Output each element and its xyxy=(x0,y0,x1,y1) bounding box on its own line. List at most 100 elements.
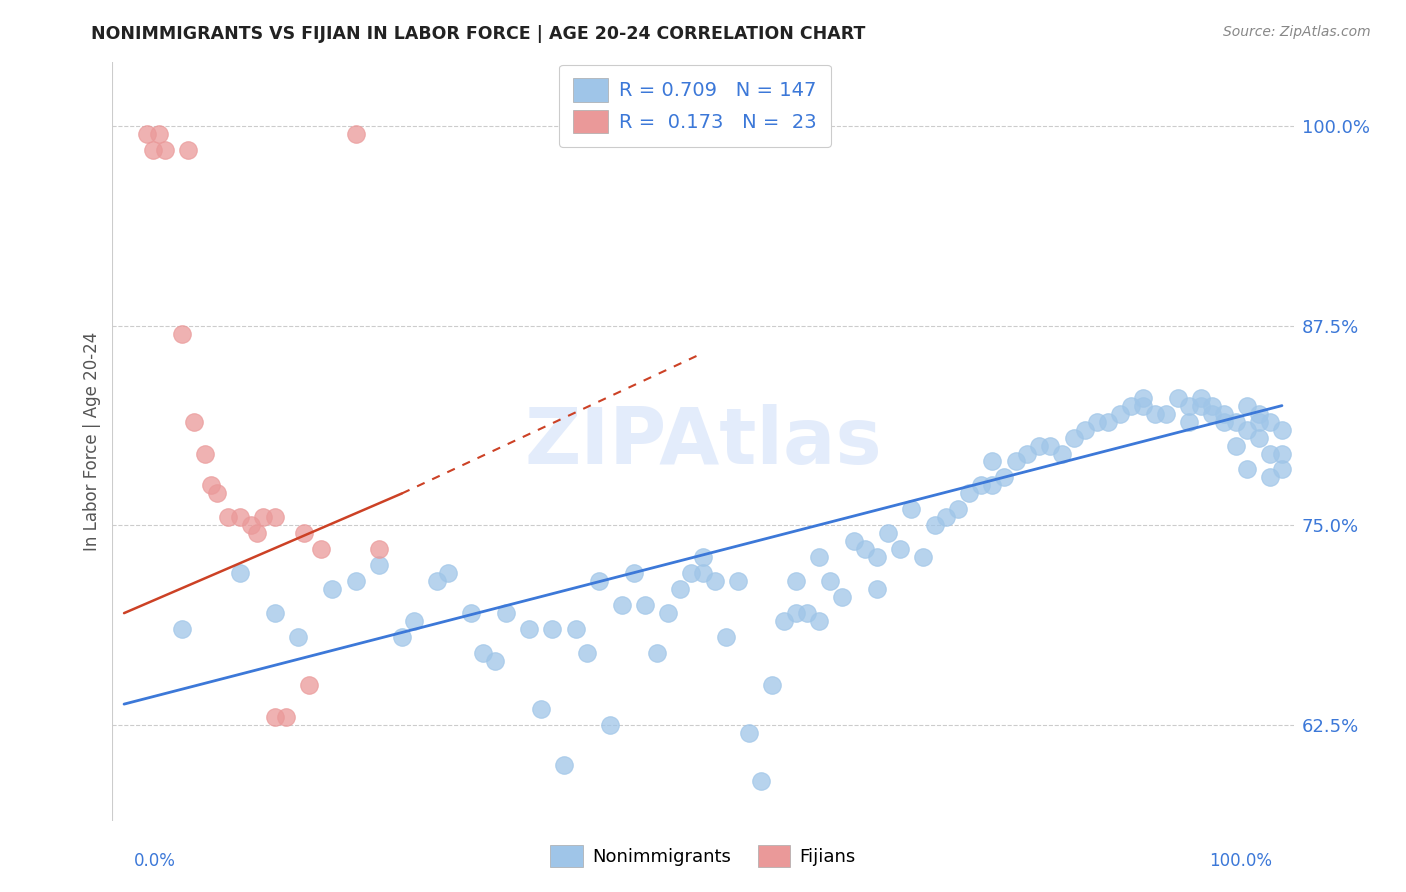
Point xyxy=(240,518,263,533)
Point xyxy=(1063,431,1085,445)
Point xyxy=(263,710,285,724)
Point xyxy=(576,646,599,660)
Point xyxy=(287,630,309,644)
Point xyxy=(610,598,633,612)
Point xyxy=(1260,446,1282,460)
Legend: Nonimmigrants, Fijians: Nonimmigrants, Fijians xyxy=(543,838,863,874)
Point xyxy=(866,550,889,565)
Point xyxy=(460,606,482,620)
Point xyxy=(177,143,200,157)
Point xyxy=(796,606,818,620)
Point xyxy=(1260,470,1282,484)
Point xyxy=(367,558,389,573)
Point xyxy=(1039,438,1062,452)
Point xyxy=(136,128,159,142)
Point xyxy=(309,542,332,557)
Point xyxy=(148,128,170,142)
Point xyxy=(1225,415,1247,429)
Point xyxy=(924,518,946,533)
Point xyxy=(1201,399,1223,413)
Point xyxy=(853,542,876,557)
Point xyxy=(1247,407,1270,421)
Point xyxy=(1236,423,1258,437)
Point xyxy=(344,574,367,589)
Point xyxy=(1236,399,1258,413)
Point xyxy=(1271,446,1294,460)
Point xyxy=(900,502,922,516)
Point xyxy=(1247,415,1270,429)
Point xyxy=(807,550,830,565)
Point xyxy=(645,646,668,660)
Legend: R = 0.709   N = 147, R =  0.173   N =  23: R = 0.709 N = 147, R = 0.173 N = 23 xyxy=(560,64,831,147)
Point xyxy=(1260,415,1282,429)
Point xyxy=(946,502,969,516)
Point xyxy=(553,757,575,772)
Point xyxy=(517,622,540,636)
Point xyxy=(1028,438,1050,452)
Point xyxy=(472,646,495,660)
Point xyxy=(367,542,389,557)
Point xyxy=(170,622,193,636)
Point xyxy=(1247,431,1270,445)
Point xyxy=(669,582,692,597)
Point xyxy=(217,510,239,524)
Point xyxy=(1167,391,1189,405)
Point xyxy=(1004,454,1026,468)
Point xyxy=(194,446,217,460)
Point xyxy=(820,574,842,589)
Point xyxy=(541,622,564,636)
Point xyxy=(1108,407,1130,421)
Text: ZIPAtlas: ZIPAtlas xyxy=(524,403,882,480)
Point xyxy=(957,486,980,500)
Point xyxy=(252,510,274,524)
Point xyxy=(402,614,425,628)
Text: 100.0%: 100.0% xyxy=(1209,852,1272,870)
Point xyxy=(692,550,714,565)
Point xyxy=(276,710,298,724)
Point xyxy=(426,574,449,589)
Point xyxy=(1143,407,1166,421)
Point xyxy=(229,566,252,581)
Point xyxy=(681,566,703,581)
Point xyxy=(1121,399,1143,413)
Point xyxy=(1097,415,1119,429)
Point xyxy=(1213,415,1236,429)
Point xyxy=(1178,415,1201,429)
Point xyxy=(981,454,1004,468)
Point xyxy=(935,510,957,524)
Point xyxy=(1225,438,1247,452)
Point xyxy=(153,143,176,157)
Point xyxy=(200,478,222,492)
Point xyxy=(263,606,285,620)
Point xyxy=(749,773,772,788)
Point xyxy=(564,622,586,636)
Point xyxy=(634,598,657,612)
Point xyxy=(1085,415,1108,429)
Point xyxy=(1213,407,1236,421)
Point xyxy=(229,510,252,524)
Point xyxy=(993,470,1015,484)
Point xyxy=(391,630,413,644)
Point xyxy=(298,678,321,692)
Point xyxy=(263,510,285,524)
Point xyxy=(1132,391,1154,405)
Point xyxy=(1236,462,1258,476)
Point xyxy=(773,614,796,628)
Point xyxy=(1189,391,1212,405)
Point xyxy=(599,718,621,732)
Point xyxy=(495,606,517,620)
Point xyxy=(170,326,193,341)
Point xyxy=(142,143,165,157)
Point xyxy=(344,128,367,142)
Point xyxy=(623,566,645,581)
Point xyxy=(484,654,506,668)
Point xyxy=(1201,407,1223,421)
Point xyxy=(1132,399,1154,413)
Point xyxy=(246,526,269,541)
Point xyxy=(1271,462,1294,476)
Point xyxy=(530,702,553,716)
Point xyxy=(292,526,315,541)
Point xyxy=(970,478,993,492)
Point xyxy=(205,486,228,500)
Point xyxy=(1017,446,1039,460)
